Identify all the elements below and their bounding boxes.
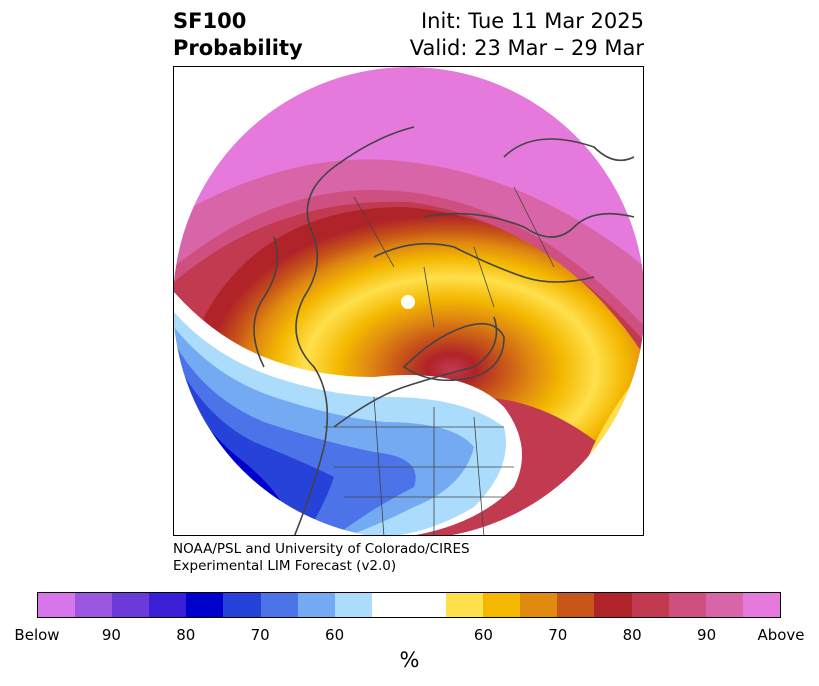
colorbar-segment — [557, 593, 595, 617]
colorbar-tick-label: 80 — [622, 626, 642, 644]
colorbar-segment — [594, 593, 632, 617]
valid-range: Valid: 23 Mar – 29 Mar — [409, 36, 644, 60]
political-borders — [324, 186, 555, 535]
colorbar-tick-label: Below — [14, 626, 60, 644]
forecast-map — [173, 66, 644, 536]
title-right: Init: Tue 11 Mar 2025 Valid: 23 Mar – 29… — [410, 8, 644, 62]
pole-marker — [401, 295, 415, 309]
title-left: SF100 Probability — [173, 8, 303, 62]
colorbar-segment — [371, 593, 447, 617]
colorbar-tick-label: 60 — [325, 626, 345, 644]
colorbar-tick-label: 70 — [548, 626, 568, 644]
colorbar-segment — [223, 593, 261, 617]
map-svg — [174, 67, 643, 535]
colorbar-unit: % — [399, 648, 420, 672]
coastlines — [253, 126, 635, 535]
probability-field — [174, 67, 643, 535]
colorbar-segment — [260, 593, 298, 617]
colorbar-segment — [446, 593, 484, 617]
credit: NOAA/PSL and University of Colorado/CIRE… — [173, 541, 470, 575]
colorbar-tick-label: 70 — [250, 626, 270, 644]
colorbar-segment — [149, 593, 187, 617]
colorbar-tick-label: Above — [757, 626, 805, 644]
credit-line-2: Experimental LIM Forecast (v2.0) — [173, 558, 397, 574]
colorbar-segment — [742, 593, 780, 617]
title-variable: SF100 — [173, 9, 247, 33]
colorbar-segment — [75, 593, 113, 617]
colorbar-segment — [297, 593, 335, 617]
colorbar-segment — [38, 593, 76, 617]
credit-line-1: NOAA/PSL and University of Colorado/CIRE… — [173, 541, 470, 557]
colorbar-tick-label: 80 — [176, 626, 196, 644]
colorbar-segment — [112, 593, 150, 617]
colorbar-segment — [520, 593, 558, 617]
colorbar-segment — [631, 593, 669, 617]
colorbar-segment — [705, 593, 743, 617]
init-date: Init: Tue 11 Mar 2025 — [420, 9, 644, 33]
colorbar-segment — [483, 593, 521, 617]
colorbar-tick-label: 60 — [473, 626, 493, 644]
map-outside — [174, 67, 643, 535]
colorbar-tick-label: 90 — [697, 626, 717, 644]
title-type: Probability — [173, 36, 303, 60]
colorbar-ticks: Below 90 80 70 60 60 70 80 90 Above — [0, 626, 819, 646]
colorbar-tick-label: 90 — [101, 626, 121, 644]
colorbar-segment — [334, 593, 372, 617]
colorbar — [37, 592, 781, 618]
colorbar-segment — [668, 593, 706, 617]
colorbar-segment — [186, 593, 224, 617]
